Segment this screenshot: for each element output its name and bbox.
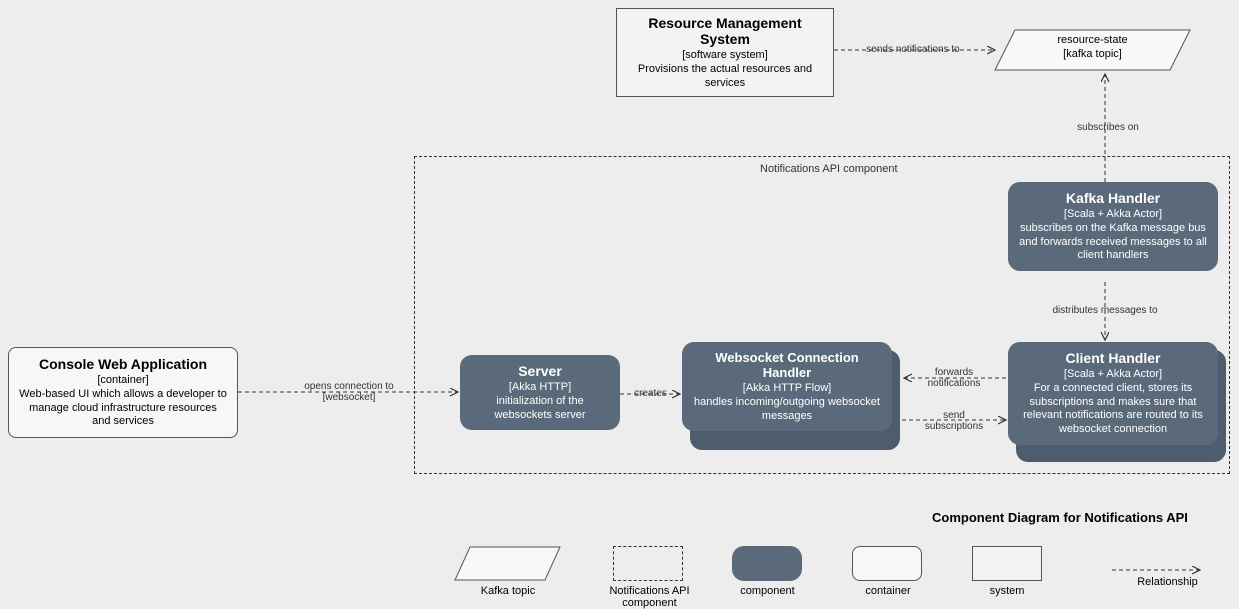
- node-server: Server [Akka HTTP] initialization of the…: [460, 355, 620, 430]
- legend-container: container: [858, 585, 918, 597]
- legend-boundary: Notifications API component: [602, 585, 697, 609]
- server-title: Server: [470, 363, 610, 379]
- boundary-label: Notifications API component: [760, 163, 898, 175]
- node-console: Console Web Application [container] Web-…: [8, 347, 238, 438]
- kafka-desc: subscribes on the Kafka message bus and …: [1018, 222, 1208, 263]
- edge-console-server: opens connection to [websocket]: [298, 381, 400, 403]
- edge-kafka-client: distributes messages to: [1040, 305, 1170, 316]
- legend-component-swatch: [732, 546, 802, 581]
- kafka-title: Kafka Handler: [1018, 190, 1208, 206]
- edge-sub: send subscriptions: [918, 410, 990, 432]
- server-desc: initialization of the websockets server: [470, 395, 610, 423]
- console-tag: [container]: [19, 374, 227, 388]
- node-ws-handler: Websocket Connection Handler [Akka HTTP …: [682, 342, 892, 431]
- topic-tag: [kafka topic]: [1010, 48, 1175, 62]
- kafka-tag: [Scala + Akka Actor]: [1018, 208, 1208, 222]
- ws-desc: handles incoming/outgoing websocket mess…: [692, 396, 882, 424]
- node-kafka-handler: Kafka Handler [Scala + Akka Actor] subsc…: [1008, 182, 1218, 271]
- edge-kafka-topic: subscribes on: [1072, 122, 1144, 133]
- server-tag: [Akka HTTP]: [470, 381, 610, 395]
- rms-title: Resource Management System: [627, 15, 823, 47]
- console-desc: Web-based UI which allows a developer to…: [19, 388, 227, 429]
- legend-title: Component Diagram for Notifications API: [932, 510, 1188, 525]
- client-tag: [Scala + Akka Actor]: [1018, 368, 1208, 382]
- client-desc: For a connected client, stores its subsc…: [1018, 382, 1208, 437]
- legend-relationship: Relationship: [1130, 576, 1205, 588]
- node-client-handler: Client Handler [Scala + Akka Actor] For …: [1008, 342, 1218, 445]
- client-title: Client Handler: [1018, 350, 1208, 366]
- rms-tag: [software system]: [627, 49, 823, 63]
- rms-desc: Provisions the actual resources and serv…: [627, 63, 823, 91]
- legend-system: system: [982, 585, 1032, 597]
- legend-system-swatch: [972, 546, 1042, 581]
- edge-fwd: forwards notifications: [918, 367, 990, 389]
- edge-server-ws: creates: [628, 388, 673, 399]
- legend-component: component: [735, 585, 800, 597]
- ws-tag: [Akka HTTP Flow]: [692, 382, 882, 396]
- console-title: Console Web Application: [19, 356, 227, 372]
- legend-boundary-swatch: [613, 546, 683, 581]
- legend-container-swatch: [852, 546, 922, 581]
- node-topic: resource-state [kafka topic]: [1010, 34, 1175, 62]
- ws-title: Websocket Connection Handler: [692, 350, 882, 380]
- edge-rms-topic: sends notifications to: [858, 44, 968, 55]
- node-rms: Resource Management System [software sys…: [616, 8, 834, 97]
- topic-title: resource-state: [1010, 34, 1175, 48]
- legend-kafka-topic: Kafka topic: [478, 585, 538, 597]
